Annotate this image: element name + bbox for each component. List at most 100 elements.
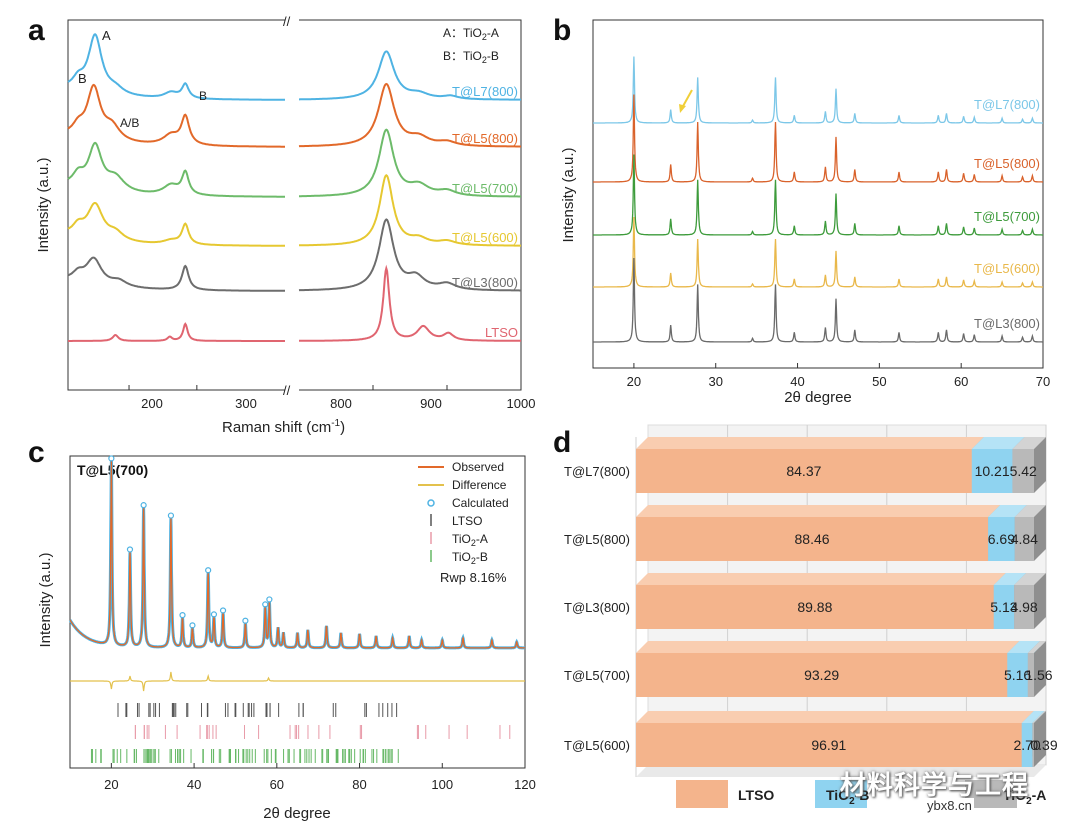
panel-c-xtick-label: 60 [270, 777, 284, 792]
panel-d-bar-top [988, 505, 1027, 517]
panel-c-xtick-label: 20 [104, 777, 118, 792]
panel-d-bar-top [1027, 641, 1047, 653]
panel-d-bar-value: 93.29 [804, 667, 839, 683]
panel-b-trace-0 [593, 56, 1043, 124]
panel-d-bar-side [1033, 573, 1046, 629]
panel-d-phase-bars: 84.37 10.21 5.42 T@L7(800) 88.46 6.694.84 T@L5… [564, 424, 1058, 808]
panel-d-floor [636, 765, 1046, 777]
panel-a-xlabel: Raman shift (cm-1) [222, 418, 345, 436]
legend-tio2b-text: TiO2-B [826, 787, 869, 807]
panel-d-bar-top [636, 641, 1020, 653]
panel-c-calculated-marker [140, 502, 147, 509]
panel-d-category-label: T@L3(800) [564, 600, 630, 615]
panel-d-bar-front [636, 723, 1022, 767]
watermark-text: 材料科学与工程 [840, 771, 1030, 801]
panel-a-trace-right-5 [299, 264, 521, 342]
legend-ltso-text: LTSO [738, 787, 774, 803]
panel-d-bar-front [993, 585, 1015, 629]
panel-d-bar-side [1033, 505, 1046, 561]
watermark-url: ybx8.cn [925, 798, 974, 813]
panel-c-calculated-marker [179, 612, 186, 619]
panel-c-ylabel: Intensity (a.u.) [37, 552, 54, 647]
panel-b-arrow [681, 89, 693, 109]
panel-d-bar-top [993, 573, 1027, 585]
panel-d-bar-front [1014, 517, 1034, 561]
panel-d-bar-top [1032, 711, 1046, 723]
panel-c-difference-line [70, 671, 525, 692]
panel-b-series-label: T@L7(800) [974, 97, 1040, 112]
panel-c-calculated-marker [205, 567, 212, 574]
panel-c-rwp: Rwp 8.16% [440, 570, 507, 585]
panel-letter-c: c [28, 436, 45, 469]
panel-a-raman: // // 200 300 800 900 1000 Raman shift (… [35, 12, 535, 436]
panel-d-bar-top [1007, 641, 1040, 653]
panel-d-bar-value: 4.84 [1011, 531, 1038, 547]
panel-c-xtick-label: 100 [431, 777, 453, 792]
legend-tio2a-text: TiO2-A [1003, 787, 1046, 807]
panel-b-ylabel: Intensity (a.u.) [560, 147, 577, 242]
panel-a-series-label: LTSO [485, 325, 518, 340]
panel-a-series-label: T@L5(600) [452, 230, 518, 245]
panel-a-trace-right-1 [298, 82, 521, 148]
panel-a-trace-right-3 [299, 174, 521, 247]
panel-a-trace-right-2 [299, 128, 521, 198]
panel-a-annotation-AB: A/B [120, 116, 139, 130]
panel-d-category-label: T@L5(800) [564, 532, 630, 547]
panel-c-observed-line [69, 460, 525, 649]
panel-a-trace-left-2 [67, 141, 285, 198]
panel-d-bar-top [1021, 711, 1045, 723]
panel-c-calculated-marker [210, 611, 218, 618]
panel-d-bar-top [1012, 437, 1046, 449]
panel-d-bar-value: 96.91 [811, 737, 846, 753]
panel-d-bar-top [636, 573, 1006, 585]
panel-letter-d: d [553, 426, 571, 459]
panel-d-bar-value: 10.21 [975, 463, 1010, 479]
panel-a-trace-left-5 [68, 322, 285, 342]
legend-ltso-label: LTSO [452, 514, 482, 528]
panel-d-bar-value: 1.56 [1025, 667, 1052, 683]
panel-b-xtick-label: 20 [627, 374, 641, 389]
panel-d-bar-top [636, 505, 1001, 517]
panel-d-bar-front [1021, 723, 1033, 767]
panel-d-bar-value: 6.69 [988, 531, 1015, 547]
panel-a-trace-left-1 [67, 83, 285, 148]
panel-c-xtick-label: 120 [514, 777, 536, 792]
panel-d-bar-value: 89.88 [797, 599, 832, 615]
panel-c-calculated-marker [126, 546, 134, 553]
panel-c-calculated-marker [219, 607, 227, 614]
panel-a-break-gap [285, 12, 299, 397]
legend-difference-label: Difference [452, 478, 507, 492]
panel-b-series-label: T@L5(800) [974, 156, 1040, 171]
panel-d-bar-front [636, 585, 994, 629]
panel-d-bar-side [1034, 711, 1046, 767]
panel-b-series-label: T@L3(800) [974, 316, 1040, 331]
panel-b-trace-4 [593, 257, 1043, 343]
panel-d-bar-value: 84.37 [786, 463, 821, 479]
panel-d-bar-top [636, 437, 984, 449]
panel-a-series-label: T@L5(700) [452, 181, 518, 196]
panel-a-trace-left-0 [67, 33, 285, 101]
panel-d-bar-top [971, 437, 1025, 449]
panel-d-bar-front [971, 449, 1013, 493]
panel-d-category-label: T@L5(700) [564, 668, 630, 683]
panel-a-break-mark-bottom: // [283, 383, 291, 398]
panel-b-xtick-label: 50 [872, 374, 886, 389]
panel-b-xtick-label: 70 [1036, 374, 1050, 389]
panel-a-annotation-A: A [102, 28, 111, 43]
panel-b-xtick-label: 40 [790, 374, 804, 389]
panel-c-xtick-label: 80 [352, 777, 366, 792]
panel-d-bar-side [1034, 641, 1047, 697]
panel-c-calculated-marker [108, 455, 115, 462]
panel-d-bar-value: 0.39 [1030, 737, 1057, 753]
panel-b-xrd: 20 30 40 50 60 70 2θ degree Intensity (a.u.) … [560, 19, 1050, 406]
panel-d-bar-front [636, 653, 1008, 697]
legend-ltso-box [676, 780, 728, 808]
panel-d-bar-front [636, 517, 989, 561]
panel-a-xtick-1000: 1000 [507, 396, 536, 411]
panel-a-trace-right-4 [298, 218, 521, 292]
panel-b-series-label: T@L5(600) [974, 261, 1040, 276]
panel-a-trace-right-0 [299, 50, 521, 101]
panel-d-bar-side [1034, 437, 1046, 493]
panel-b-trace-3 [593, 216, 1043, 288]
